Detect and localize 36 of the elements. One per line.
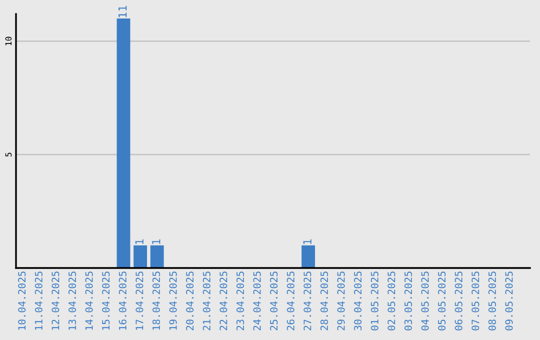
x-tick-label: 14.04.2025 (85, 272, 93, 330)
x-tick-label: 01.05.2025 (370, 272, 378, 330)
x-tick-label: 15.04.2025 (102, 272, 110, 330)
x-tick-label: 19.04.2025 (169, 272, 177, 330)
x-tick-label: 07.05.2025 (472, 272, 480, 330)
x-tick-label: 08.05.2025 (488, 272, 496, 330)
data-label: 11 (118, 6, 127, 18)
x-tick-label: 23.04.2025 (236, 272, 244, 330)
x-tick-label: 09.05.2025 (505, 272, 513, 330)
x-tick-label: 11.04.2025 (34, 272, 42, 330)
y-tick-label: 5 (5, 152, 12, 157)
x-tick-label: 16.04.2025 (118, 272, 126, 330)
x-tick-label: 06.05.2025 (454, 272, 462, 330)
x-tick-label: 27.04.2025 (304, 272, 312, 330)
x-tick-label: 25.04.2025 (270, 272, 278, 330)
x-tick-label: 13.04.2025 (68, 272, 76, 330)
data-label: 1 (152, 239, 160, 244)
x-tick-label: 04.05.2025 (421, 272, 429, 330)
x-tick-label: 26.04.2025 (286, 272, 294, 330)
y-tick-label: 10 (5, 36, 12, 46)
x-tick-label: 22.04.2025 (220, 272, 228, 330)
x-tick-label: 10.04.2025 (18, 272, 26, 330)
x-tick-label: 21.04.2025 (202, 272, 210, 330)
x-tick-label: 24.04.2025 (253, 272, 261, 330)
data-label: 1 (303, 239, 312, 244)
x-tick-label: 02.05.2025 (388, 272, 396, 330)
x-tick-label: 28.04.2025 (320, 272, 328, 330)
x-tick-label: 12.04.2025 (52, 272, 60, 330)
data-label: 1 (135, 239, 144, 244)
x-tick-label: 29.04.2025 (337, 272, 345, 330)
x-tick-label: 03.05.2025 (404, 272, 412, 330)
x-tick-label: 05.05.2025 (438, 272, 446, 330)
x-tick-label: 30.04.2025 (354, 272, 362, 330)
x-tick-label: 17.04.2025 (136, 272, 144, 330)
x-tick-label: 18.04.2025 (152, 272, 160, 330)
x-tick-label: 20.04.2025 (186, 272, 194, 330)
